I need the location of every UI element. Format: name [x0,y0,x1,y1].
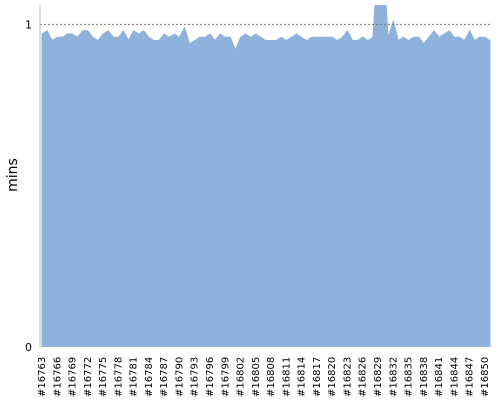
x-tick-label: #16781 [129,357,140,397]
x-tick-label: #16808 [266,357,277,397]
x-tick-label: #16826 [358,357,369,397]
y-tick-label: 0 [25,341,32,354]
x-tick-label: #16769 [68,357,79,397]
area [41,5,491,347]
x-tick-label: #16814 [297,357,308,397]
x-tick-label: #16838 [419,357,430,397]
x-tick-label: #16820 [327,357,338,397]
y-tick-label: 1 [25,18,32,31]
x-tick-label: #16835 [404,357,415,397]
x-tick-label: #16850 [480,357,491,397]
x-tick-label: #16847 [465,357,476,397]
x-tick-label: #16793 [190,357,201,397]
x-tick-label: #16784 [144,357,155,397]
x-tick-label: #16796 [205,357,216,397]
x-tick-label: #16802 [236,357,247,397]
x-tick-label: #16772 [83,357,94,397]
x-tick-label: #16817 [312,357,323,397]
x-tick-label: #16805 [251,357,262,397]
x-tick-label: #16766 [52,357,63,397]
x-tick-label: #16799 [220,357,231,397]
x-tick-label: #16829 [373,357,384,397]
x-tick-label: #16844 [449,357,460,397]
x-tick-label: #16763 [37,357,48,397]
x-tick-label: #16787 [159,357,170,397]
x-tick-label: #16823 [342,357,353,397]
y-axis-label: mins [5,158,21,192]
x-tick-label: #16775 [98,357,109,397]
x-tick-label: #16841 [434,357,445,397]
x-tick-label: #16778 [113,357,124,397]
x-tick-label: #16790 [174,357,185,397]
x-tick-label: #16811 [281,357,292,397]
x-tick-label: #16832 [388,357,399,397]
